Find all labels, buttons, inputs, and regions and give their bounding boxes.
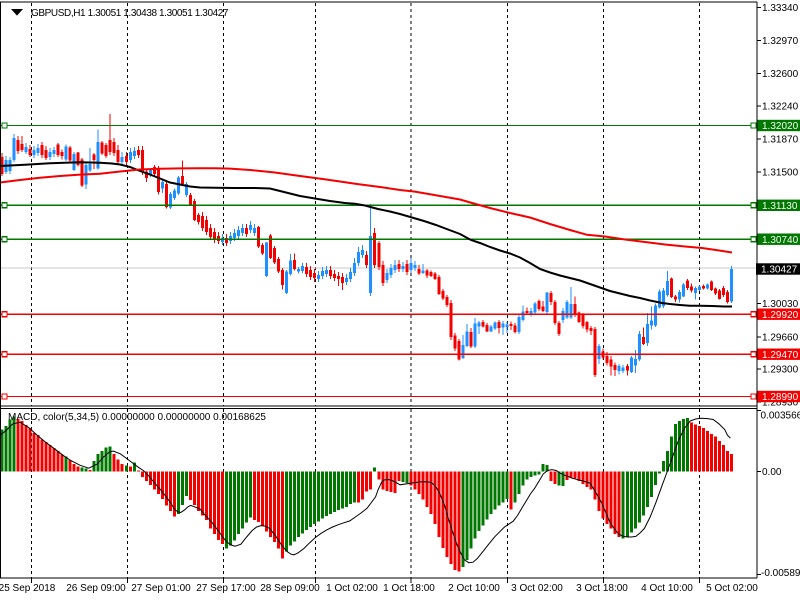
svg-text:1.32020: 1.32020 [762, 121, 799, 132]
svg-text:1.30427: 1.30427 [761, 265, 798, 276]
svg-text:-0.0058955: -0.0058955 [761, 568, 800, 579]
svg-text:0.0035665: 0.0035665 [761, 411, 800, 422]
svg-text:1.32600: 1.32600 [762, 69, 799, 80]
svg-text:GBPUSD,H1 1.30051 1.30438 1.3: GBPUSD,H1 1.30051 1.30438 1.30051 1.3042… [31, 8, 229, 19]
svg-text:27 Sep 01:00: 27 Sep 01:00 [131, 583, 191, 594]
svg-text:26 Sep 09:00: 26 Sep 09:00 [66, 583, 126, 594]
svg-text:1.29660: 1.29660 [762, 332, 799, 343]
svg-text:1 Oct 02:00: 1 Oct 02:00 [326, 583, 378, 594]
svg-text:27 Sep 17:00: 27 Sep 17:00 [196, 583, 256, 594]
svg-text:1.32970: 1.32970 [762, 36, 799, 47]
svg-text:1.31870: 1.31870 [762, 134, 799, 145]
svg-text:25 Sep 2018: 25 Sep 2018 [0, 583, 56, 594]
svg-text:2 Oct 10:00: 2 Oct 10:00 [448, 583, 500, 594]
svg-text:1.33340: 1.33340 [762, 3, 799, 14]
svg-text:1 Oct 18:00: 1 Oct 18:00 [383, 583, 435, 594]
svg-text:1.29300: 1.29300 [762, 365, 799, 376]
svg-text:5 Oct 02:00: 5 Oct 02:00 [706, 583, 758, 594]
svg-text:0.00: 0.00 [762, 467, 782, 478]
svg-text:1.30030: 1.30030 [762, 299, 799, 310]
svg-text:1.31500: 1.31500 [762, 168, 799, 179]
svg-text:1.32240: 1.32240 [762, 101, 799, 112]
svg-text:1.28990: 1.28990 [762, 392, 799, 403]
svg-text:28 Sep 09:00: 28 Sep 09:00 [260, 583, 320, 594]
svg-text:1.29920: 1.29920 [762, 310, 799, 321]
svg-text:4 Oct 10:00: 4 Oct 10:00 [641, 583, 693, 594]
svg-text:3 Oct 02:00: 3 Oct 02:00 [511, 583, 563, 594]
svg-text:1.28930: 1.28930 [762, 398, 799, 409]
svg-text:1.29470: 1.29470 [762, 350, 799, 361]
svg-text:MACD, color(5,34,5) 0.00000000: MACD, color(5,34,5) 0.00000000 0.0000000… [8, 412, 266, 423]
svg-text:1.31130: 1.31130 [762, 201, 798, 212]
svg-text:3 Oct 18:00: 3 Oct 18:00 [576, 583, 628, 594]
svg-text:1.30740: 1.30740 [762, 235, 799, 246]
